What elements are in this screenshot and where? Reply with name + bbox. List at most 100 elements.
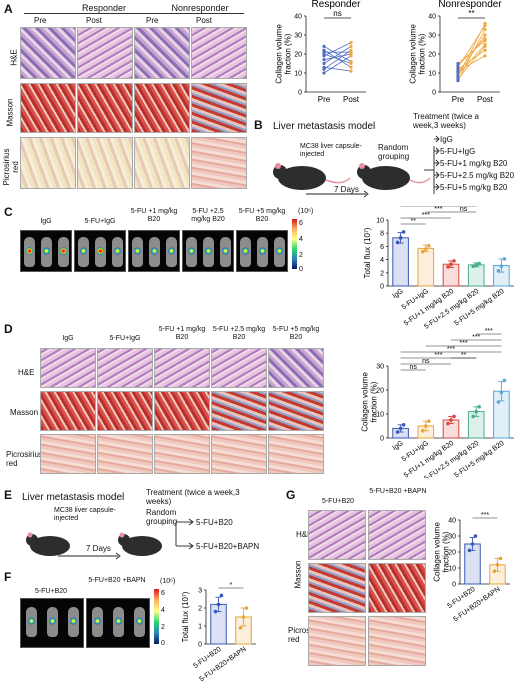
pair-line — [323, 49, 352, 68]
col-group-label: IgG — [62, 335, 74, 342]
arm-label: 5-FU+5 mg/kg B20 — [440, 183, 508, 192]
sig-label: *** — [481, 512, 489, 519]
col-group-label: 5-FU+B20 — [321, 498, 355, 505]
y-tick-label: 20 — [294, 52, 302, 59]
colorbar-tick: 6 — [299, 220, 303, 227]
data-point — [496, 269, 501, 273]
arm-label: IgG — [440, 135, 453, 144]
pair-line — [457, 49, 486, 70]
histology-image — [191, 27, 247, 79]
sig-label: *** — [485, 328, 493, 335]
mouse-icon — [273, 163, 351, 190]
data-point — [421, 249, 425, 254]
pair-line — [457, 34, 486, 74]
colorbar-tick: 0 — [299, 266, 303, 273]
sig-label: ** — [468, 9, 474, 18]
histology-image — [20, 137, 76, 189]
histology-image — [97, 434, 153, 474]
y-tick-label: 3 — [198, 588, 202, 595]
histology-image — [191, 137, 247, 189]
pair-line — [457, 25, 486, 68]
bar — [392, 237, 409, 287]
histology-image — [308, 510, 366, 560]
y-tick-label: 10 — [376, 412, 384, 419]
data-point — [499, 264, 504, 268]
data-point — [398, 236, 403, 240]
data-point — [449, 262, 453, 267]
sig-label: *** — [472, 334, 480, 341]
pair-line — [323, 46, 352, 64]
x-tick-label: IgG — [391, 288, 404, 300]
days-label-e: 7 Days — [86, 544, 111, 553]
injection-note-e: MC38 liver capsule-injected — [54, 507, 116, 522]
arm-label: 5-FU+B20+BAPN — [196, 542, 260, 551]
y-tick-label: 30 — [294, 33, 302, 40]
data-point — [470, 542, 475, 546]
histology-image — [134, 83, 190, 133]
y-tick-label: 8 — [380, 231, 384, 238]
pre-point — [322, 71, 326, 75]
data-point — [216, 602, 221, 607]
x-tick-label: IgG — [391, 440, 404, 452]
sig-label: ns — [460, 206, 468, 213]
col-label-pre-1: Pre — [34, 16, 47, 25]
sig-label: ns — [422, 358, 430, 365]
bar — [467, 264, 485, 287]
y-tick-label: 20 — [376, 388, 384, 395]
sig-label: ** — [410, 218, 416, 225]
data-point — [241, 615, 246, 619]
sig-label: *** — [422, 212, 430, 219]
y-tick-label: 10 — [448, 566, 456, 573]
y-axis-label: Total flux (10⁷) — [181, 591, 190, 642]
ivis-group-label: 5-FU +5 mg/kg B20 — [238, 208, 286, 223]
histology-image — [154, 348, 210, 388]
data-point — [473, 534, 478, 538]
chart-title: Responder — [312, 0, 362, 10]
col-group-label: 5-FU +2.5 mg/kg B20 — [212, 326, 266, 341]
post-point — [483, 33, 487, 37]
y-tick-label: 20 — [428, 52, 436, 59]
sig-label: ns — [333, 9, 341, 18]
y-axis-label: Collagen volumefraction (%) — [409, 24, 427, 84]
arm-label: 5-FU+B20 — [196, 518, 233, 527]
pair-line — [323, 42, 352, 57]
data-point — [452, 414, 456, 419]
data-point — [471, 264, 475, 268]
histology-image — [20, 83, 76, 133]
col-group-label: 5-FU+B20 +BAPN — [369, 488, 427, 495]
ivis-image — [74, 230, 126, 272]
row-label-masson: Masson — [10, 408, 39, 417]
sig-label: ns — [409, 364, 417, 371]
data-point — [499, 390, 504, 395]
bar — [417, 247, 435, 287]
y-tick-label: 0 — [198, 642, 202, 649]
panel-label-a: A — [4, 2, 13, 16]
histology-image — [368, 563, 426, 613]
x-tick-label: Pre — [452, 95, 465, 104]
y-tick-label: 0 — [432, 90, 436, 97]
col-label-pre-2: Pre — [146, 16, 159, 25]
y-tick-label: 1 — [198, 624, 202, 631]
group-label-nonresponder: Nonresponder — [171, 3, 229, 13]
treatment-label-b: Treatment (twice a week,3 weeks) — [413, 112, 479, 130]
mouse-icon — [26, 532, 70, 556]
colorbar-tick: 6 — [161, 590, 165, 597]
panel-label-c: C — [4, 205, 13, 219]
colorbar-unit-f: (10⁶) — [160, 578, 176, 585]
x-tick-label: Pre — [318, 95, 331, 104]
row-label-picrosirius: Picrosirius red — [2, 148, 20, 186]
colorbar-tick: 4 — [161, 607, 165, 614]
post-point — [483, 23, 487, 28]
ivis-group-label: 5-FU+B20 +BAPN — [88, 577, 146, 584]
ivis-image — [182, 230, 234, 272]
chart-responder: Responder 0 10 20 30 40 Pre Post Collagen volume… — [275, 0, 366, 104]
panel-a-line-charts: Responder 0 10 20 30 40 Pre Post Collagen volume… — [275, 0, 503, 104]
sig-label: * — [230, 582, 233, 589]
y-tick-label: 40 — [428, 14, 436, 21]
data-point — [244, 606, 249, 610]
y-tick-label: 2 — [380, 270, 384, 277]
row-label-he: H&E — [296, 530, 313, 539]
panel-e-schematic — [26, 518, 194, 560]
